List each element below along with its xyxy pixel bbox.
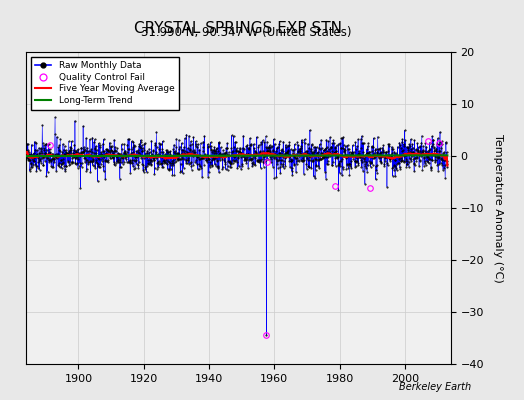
Text: 31.990 N, 90.347 W (United States): 31.990 N, 90.347 W (United States) xyxy=(141,26,352,39)
Y-axis label: Temperature Anomaly (°C): Temperature Anomaly (°C) xyxy=(493,134,504,282)
Legend: Raw Monthly Data, Quality Control Fail, Five Year Moving Average, Long-Term Tren: Raw Monthly Data, Quality Control Fail, … xyxy=(31,56,179,110)
Title: CRYSTAL SPRINGS EXP STN: CRYSTAL SPRINGS EXP STN xyxy=(135,20,342,36)
Text: Berkeley Earth: Berkeley Earth xyxy=(399,382,472,392)
